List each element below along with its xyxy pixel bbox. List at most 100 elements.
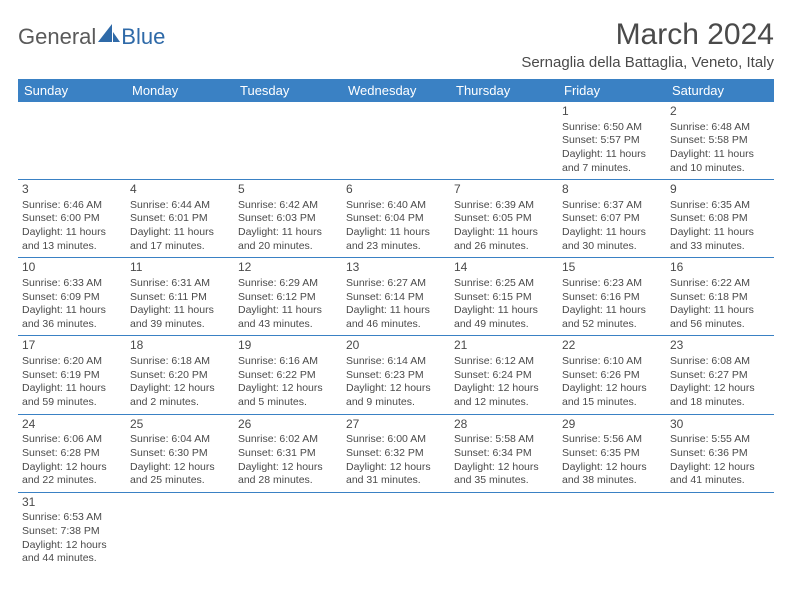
daylight-text: Daylight: 12 hours and 5 minutes. — [238, 382, 338, 409]
day-number: 4 — [130, 182, 230, 198]
daylight-text: Daylight: 12 hours and 9 minutes. — [346, 382, 446, 409]
sunrise-text: Sunrise: 6:31 AM — [130, 277, 230, 291]
calendar-body: 1Sunrise: 6:50 AMSunset: 5:57 PMDaylight… — [18, 102, 774, 570]
day-number: 23 — [670, 338, 770, 354]
month-title: March 2024 — [521, 18, 774, 52]
daylight-text: Daylight: 11 hours and 59 minutes. — [22, 382, 122, 409]
sunset-text: Sunset: 6:19 PM — [22, 369, 122, 383]
sunset-text: Sunset: 6:27 PM — [670, 369, 770, 383]
day-number: 20 — [346, 338, 446, 354]
sunrise-text: Sunrise: 6:02 AM — [238, 433, 338, 447]
day-header: Monday — [126, 79, 234, 102]
calendar-cell: 14Sunrise: 6:25 AMSunset: 6:15 PMDayligh… — [450, 258, 558, 336]
calendar-cell — [666, 492, 774, 570]
daylight-text: Daylight: 11 hours and 17 minutes. — [130, 226, 230, 253]
calendar-cell — [18, 102, 126, 180]
calendar-cell — [558, 492, 666, 570]
calendar-cell — [234, 102, 342, 180]
day-header: Tuesday — [234, 79, 342, 102]
sunrise-text: Sunrise: 6:35 AM — [670, 199, 770, 213]
calendar-cell: 28Sunrise: 5:58 AMSunset: 6:34 PMDayligh… — [450, 414, 558, 492]
calendar-cell: 1Sunrise: 6:50 AMSunset: 5:57 PMDaylight… — [558, 102, 666, 180]
calendar-cell: 15Sunrise: 6:23 AMSunset: 6:16 PMDayligh… — [558, 258, 666, 336]
sunset-text: Sunset: 6:34 PM — [454, 447, 554, 461]
daylight-text: Daylight: 11 hours and 20 minutes. — [238, 226, 338, 253]
day-number: 8 — [562, 182, 662, 198]
daylight-text: Daylight: 11 hours and 7 minutes. — [562, 148, 662, 175]
day-number: 26 — [238, 417, 338, 433]
day-number: 31 — [22, 495, 122, 511]
logo: General Blue — [18, 24, 165, 50]
day-number: 15 — [562, 260, 662, 276]
calendar-cell — [450, 102, 558, 180]
sunrise-text: Sunrise: 6:14 AM — [346, 355, 446, 369]
sunset-text: Sunset: 6:01 PM — [130, 212, 230, 226]
sunset-text: Sunset: 5:57 PM — [562, 134, 662, 148]
sunrise-text: Sunrise: 6:33 AM — [22, 277, 122, 291]
day-number: 30 — [670, 417, 770, 433]
calendar-cell: 21Sunrise: 6:12 AMSunset: 6:24 PMDayligh… — [450, 336, 558, 414]
calendar-cell: 26Sunrise: 6:02 AMSunset: 6:31 PMDayligh… — [234, 414, 342, 492]
day-header: Saturday — [666, 79, 774, 102]
logo-text-1: General — [18, 24, 96, 50]
sunset-text: Sunset: 6:12 PM — [238, 291, 338, 305]
sunset-text: Sunset: 6:14 PM — [346, 291, 446, 305]
sunrise-text: Sunrise: 6:12 AM — [454, 355, 554, 369]
calendar-cell: 29Sunrise: 5:56 AMSunset: 6:35 PMDayligh… — [558, 414, 666, 492]
daylight-text: Daylight: 12 hours and 35 minutes. — [454, 461, 554, 488]
calendar-cell: 18Sunrise: 6:18 AMSunset: 6:20 PMDayligh… — [126, 336, 234, 414]
day-number: 28 — [454, 417, 554, 433]
day-header: Sunday — [18, 79, 126, 102]
daylight-text: Daylight: 11 hours and 33 minutes. — [670, 226, 770, 253]
calendar-cell: 19Sunrise: 6:16 AMSunset: 6:22 PMDayligh… — [234, 336, 342, 414]
day-header: Wednesday — [342, 79, 450, 102]
day-number: 29 — [562, 417, 662, 433]
sunrise-text: Sunrise: 5:56 AM — [562, 433, 662, 447]
day-number: 18 — [130, 338, 230, 354]
calendar-cell: 23Sunrise: 6:08 AMSunset: 6:27 PMDayligh… — [666, 336, 774, 414]
sunset-text: Sunset: 6:15 PM — [454, 291, 554, 305]
sunset-text: Sunset: 6:16 PM — [562, 291, 662, 305]
calendar-cell — [126, 492, 234, 570]
day-number: 10 — [22, 260, 122, 276]
sunrise-text: Sunrise: 6:40 AM — [346, 199, 446, 213]
daylight-text: Daylight: 12 hours and 28 minutes. — [238, 461, 338, 488]
sunset-text: Sunset: 6:05 PM — [454, 212, 554, 226]
day-number: 16 — [670, 260, 770, 276]
day-number: 13 — [346, 260, 446, 276]
sunset-text: Sunset: 6:24 PM — [454, 369, 554, 383]
daylight-text: Daylight: 12 hours and 44 minutes. — [22, 539, 122, 566]
sunset-text: Sunset: 6:11 PM — [130, 291, 230, 305]
sunset-text: Sunset: 6:32 PM — [346, 447, 446, 461]
sunrise-text: Sunrise: 6:23 AM — [562, 277, 662, 291]
calendar-cell: 17Sunrise: 6:20 AMSunset: 6:19 PMDayligh… — [18, 336, 126, 414]
sunset-text: Sunset: 6:28 PM — [22, 447, 122, 461]
calendar-cell: 30Sunrise: 5:55 AMSunset: 6:36 PMDayligh… — [666, 414, 774, 492]
calendar-cell: 16Sunrise: 6:22 AMSunset: 6:18 PMDayligh… — [666, 258, 774, 336]
sunset-text: Sunset: 6:18 PM — [670, 291, 770, 305]
sunrise-text: Sunrise: 6:39 AM — [454, 199, 554, 213]
daylight-text: Daylight: 12 hours and 25 minutes. — [130, 461, 230, 488]
day-number: 6 — [346, 182, 446, 198]
calendar-cell: 5Sunrise: 6:42 AMSunset: 6:03 PMDaylight… — [234, 180, 342, 258]
sunrise-text: Sunrise: 6:46 AM — [22, 199, 122, 213]
sunset-text: Sunset: 6:22 PM — [238, 369, 338, 383]
sunrise-text: Sunrise: 6:29 AM — [238, 277, 338, 291]
sunrise-text: Sunrise: 6:42 AM — [238, 199, 338, 213]
calendar-cell — [234, 492, 342, 570]
daylight-text: Daylight: 11 hours and 56 minutes. — [670, 304, 770, 331]
calendar-cell: 31Sunrise: 6:53 AMSunset: 7:38 PMDayligh… — [18, 492, 126, 570]
daylight-text: Daylight: 11 hours and 39 minutes. — [130, 304, 230, 331]
daylight-text: Daylight: 11 hours and 10 minutes. — [670, 148, 770, 175]
day-number: 14 — [454, 260, 554, 276]
day-number: 2 — [670, 104, 770, 120]
logo-text-2: Blue — [121, 24, 165, 50]
title-block: March 2024 Sernaglia della Battaglia, Ve… — [521, 18, 774, 71]
daylight-text: Daylight: 12 hours and 31 minutes. — [346, 461, 446, 488]
daylight-text: Daylight: 11 hours and 26 minutes. — [454, 226, 554, 253]
sail-icon — [98, 24, 120, 50]
sunrise-text: Sunrise: 5:55 AM — [670, 433, 770, 447]
daylight-text: Daylight: 12 hours and 2 minutes. — [130, 382, 230, 409]
sunrise-text: Sunrise: 6:18 AM — [130, 355, 230, 369]
daylight-text: Daylight: 11 hours and 36 minutes. — [22, 304, 122, 331]
